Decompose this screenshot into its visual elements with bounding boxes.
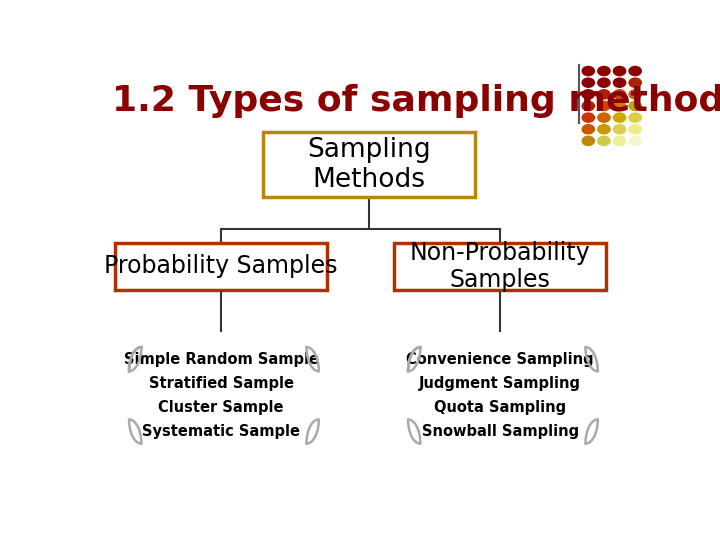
FancyBboxPatch shape <box>394 242 606 291</box>
Circle shape <box>598 66 610 76</box>
Circle shape <box>629 125 642 134</box>
Circle shape <box>613 113 626 122</box>
Circle shape <box>582 125 595 134</box>
Circle shape <box>613 102 626 111</box>
Circle shape <box>613 78 626 87</box>
FancyBboxPatch shape <box>115 242 327 291</box>
Circle shape <box>629 66 642 76</box>
Circle shape <box>629 90 642 99</box>
Circle shape <box>613 90 626 99</box>
Circle shape <box>613 125 626 134</box>
Circle shape <box>582 102 595 111</box>
Text: Quota Sampling: Quota Sampling <box>434 400 566 415</box>
Circle shape <box>613 66 626 76</box>
Circle shape <box>582 90 595 99</box>
Circle shape <box>613 136 626 145</box>
Circle shape <box>629 136 642 145</box>
Circle shape <box>598 113 610 122</box>
Circle shape <box>598 136 610 145</box>
Text: Convenience Sampling: Convenience Sampling <box>406 352 594 367</box>
Text: Snowball Sampling: Snowball Sampling <box>422 424 579 439</box>
Text: 1.2 Types of sampling methods: 1.2 Types of sampling methods <box>112 84 720 118</box>
Circle shape <box>582 66 595 76</box>
Circle shape <box>629 78 642 87</box>
Circle shape <box>629 102 642 111</box>
Text: Non-Probability
Samples: Non-Probability Samples <box>410 240 590 292</box>
Text: Judgment Sampling: Judgment Sampling <box>419 376 581 391</box>
Text: Stratified Sample: Stratified Sample <box>148 376 294 391</box>
Circle shape <box>598 125 610 134</box>
Circle shape <box>598 78 610 87</box>
Circle shape <box>629 113 642 122</box>
Circle shape <box>598 102 610 111</box>
Circle shape <box>582 78 595 87</box>
Text: Probability Samples: Probability Samples <box>104 254 338 279</box>
Text: Systematic Sample: Systematic Sample <box>142 424 300 439</box>
Text: Cluster Sample: Cluster Sample <box>158 400 284 415</box>
FancyBboxPatch shape <box>263 132 475 197</box>
Circle shape <box>598 90 610 99</box>
Circle shape <box>582 136 595 145</box>
Circle shape <box>582 113 595 122</box>
Text: Sampling
Methods: Sampling Methods <box>307 137 431 193</box>
Text: Simple Random Sample: Simple Random Sample <box>124 352 319 367</box>
